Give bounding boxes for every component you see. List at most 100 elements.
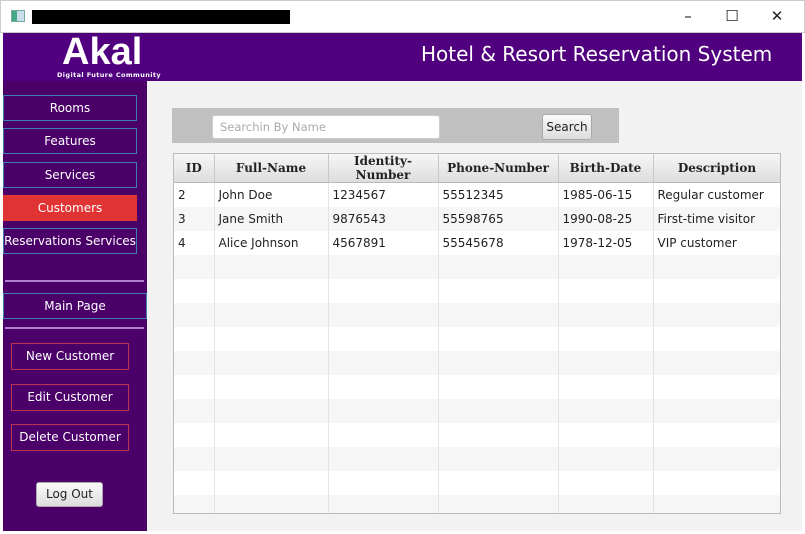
table-cell xyxy=(653,398,780,423)
table-cell xyxy=(653,446,780,471)
table-cell: Regular customer xyxy=(653,182,780,207)
table-cell xyxy=(214,326,329,351)
table-cell xyxy=(328,470,439,495)
table-row[interactable]: 4 Alice Johnson 4567891 55545678 1978-12-05 V… xyxy=(174,230,780,255)
table-row[interactable] xyxy=(174,470,780,495)
table-cell: 1978-12-05 xyxy=(558,230,654,255)
table-cell: VIP customer xyxy=(653,230,780,255)
table-cell xyxy=(653,350,780,375)
table-row[interactable] xyxy=(174,254,780,279)
table-cell: 9876543 xyxy=(328,206,439,231)
table-cell xyxy=(653,494,780,513)
table-cell xyxy=(558,302,654,327)
table-cell xyxy=(653,374,780,399)
table-cell xyxy=(438,374,559,399)
table-cell xyxy=(174,278,215,303)
maximize-icon[interactable]: ☐ xyxy=(725,7,739,25)
logout-button[interactable]: Log Out xyxy=(36,482,103,507)
column-header[interactable]: Phone-Number xyxy=(438,154,559,183)
search-input[interactable] xyxy=(212,115,440,139)
nav-customers[interactable]: Customers xyxy=(3,195,137,221)
table-row[interactable] xyxy=(174,278,780,303)
table-cell xyxy=(214,398,329,423)
table-cell xyxy=(558,326,654,351)
edit-customer-button[interactable]: Edit Customer xyxy=(11,384,129,411)
table-row[interactable]: 2 John Doe 1234567 55512345 1985-06-15 Regula… xyxy=(174,182,780,207)
table-cell xyxy=(558,422,654,447)
table-row[interactable] xyxy=(174,446,780,471)
app-icon xyxy=(11,10,25,22)
nav-features[interactable]: Features xyxy=(3,128,137,154)
table-cell xyxy=(558,278,654,303)
table-cell xyxy=(328,374,439,399)
table-cell xyxy=(174,350,215,375)
table-row[interactable]: 3 Jane Smith 9876543 55598765 1990-08-25 Firs… xyxy=(174,206,780,231)
main-page-button[interactable]: Main Page xyxy=(3,293,147,319)
table-cell: 4567891 xyxy=(328,230,439,255)
column-header[interactable]: Description xyxy=(653,154,780,183)
table-cell xyxy=(558,374,654,399)
redacted-title xyxy=(32,10,290,24)
table-cell xyxy=(328,494,439,513)
table-cell xyxy=(653,422,780,447)
table-cell: 4 xyxy=(174,230,215,255)
table-cell: 55512345 xyxy=(438,182,559,207)
table-cell xyxy=(174,254,215,279)
table-cell xyxy=(558,350,654,375)
table-cell: Jane Smith xyxy=(214,206,329,231)
table-cell xyxy=(328,350,439,375)
table-cell xyxy=(214,374,329,399)
table-cell xyxy=(558,446,654,471)
table-cell xyxy=(174,326,215,351)
table-cell xyxy=(653,302,780,327)
table-row[interactable] xyxy=(174,326,780,351)
column-header[interactable]: Birth-Date xyxy=(558,154,654,183)
table-cell xyxy=(328,398,439,423)
table-row[interactable] xyxy=(174,494,780,513)
table-cell: Alice Johnson xyxy=(214,230,329,255)
table-cell xyxy=(438,470,559,495)
table-cell xyxy=(214,302,329,327)
minimize-icon[interactable]: – xyxy=(684,7,692,25)
table-cell: 55598765 xyxy=(438,206,559,231)
column-header[interactable]: Identity-Number xyxy=(328,154,439,183)
nav-rooms[interactable]: Rooms xyxy=(3,95,137,121)
table-cell xyxy=(214,446,329,471)
table-cell xyxy=(438,446,559,471)
table-cell: 55545678 xyxy=(438,230,559,255)
table-cell: First-time visitor xyxy=(653,206,780,231)
nav-reservations-services[interactable]: Reservations Services xyxy=(3,228,137,254)
table-cell xyxy=(174,446,215,471)
nav-services[interactable]: Services xyxy=(3,162,137,188)
table-cell xyxy=(558,254,654,279)
table-cell xyxy=(438,326,559,351)
table-cell: 1234567 xyxy=(328,182,439,207)
table-cell xyxy=(653,254,780,279)
table-cell xyxy=(558,398,654,423)
delete-customer-button[interactable]: Delete Customer xyxy=(11,424,129,451)
logo-subtitle: Digital Future Community xyxy=(57,71,162,79)
table-cell xyxy=(558,470,654,495)
table-cell xyxy=(438,278,559,303)
new-customer-button[interactable]: New Customer xyxy=(11,343,129,370)
table-cell xyxy=(214,422,329,447)
table-row[interactable] xyxy=(174,350,780,375)
customers-table: ID Full-Name Identity-Number Phone-Number Bi… xyxy=(173,153,781,514)
column-header[interactable]: ID xyxy=(174,154,215,183)
divider xyxy=(5,327,144,329)
search-button[interactable]: Search xyxy=(542,114,592,140)
table-row[interactable] xyxy=(174,398,780,423)
table-cell xyxy=(438,398,559,423)
table-row[interactable] xyxy=(174,422,780,447)
table-cell xyxy=(328,446,439,471)
table-cell xyxy=(653,326,780,351)
table-row[interactable] xyxy=(174,374,780,399)
close-icon[interactable]: ✕ xyxy=(770,7,784,25)
table-cell: 1990-08-25 xyxy=(558,206,654,231)
table-cell xyxy=(214,494,329,513)
table-cell xyxy=(174,398,215,423)
column-header[interactable]: Full-Name xyxy=(214,154,329,183)
table-row[interactable] xyxy=(174,302,780,327)
table-cell xyxy=(214,278,329,303)
divider xyxy=(5,280,144,282)
